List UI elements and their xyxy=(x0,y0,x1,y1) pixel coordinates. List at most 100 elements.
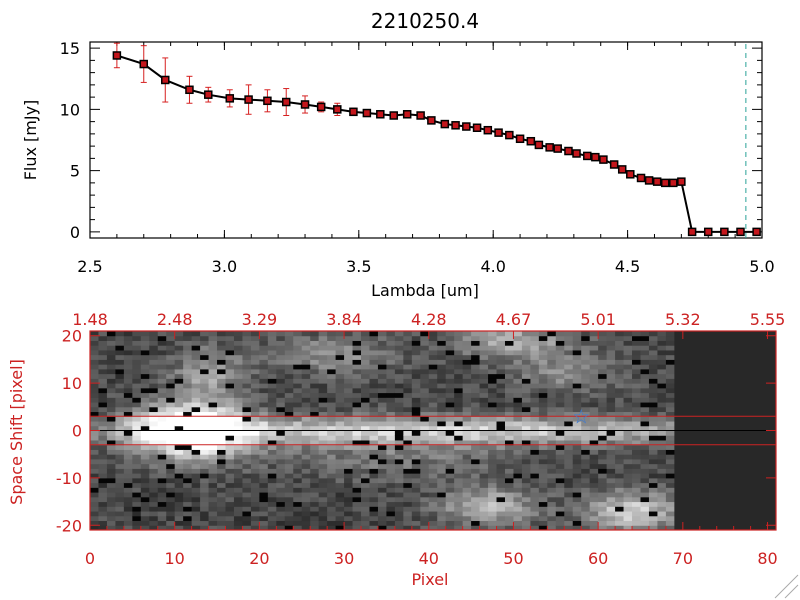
image-pixel xyxy=(572,506,582,512)
image-pixel xyxy=(606,421,616,427)
spectrum-y-tick-label: 15 xyxy=(60,39,80,58)
image-pixel xyxy=(293,511,303,517)
image-pixel xyxy=(293,364,303,370)
image-pixel xyxy=(504,340,514,346)
image-pixel xyxy=(420,373,430,379)
image-pixel xyxy=(310,364,320,370)
image-pixel xyxy=(123,501,133,507)
image-pixel xyxy=(488,525,498,531)
image-pixel xyxy=(149,492,159,498)
image-pixel xyxy=(361,411,370,417)
image-pixel xyxy=(504,454,514,460)
image-pixel xyxy=(547,383,557,389)
spectrum-data-point xyxy=(660,178,670,188)
image-pixel xyxy=(293,439,303,446)
image-pixel xyxy=(200,511,210,517)
image-pixel xyxy=(648,425,658,431)
image-pixel xyxy=(521,520,531,526)
image-pixel xyxy=(632,477,641,484)
image-pixel xyxy=(420,425,430,431)
image-pixel xyxy=(420,359,430,365)
image-pixel xyxy=(606,331,616,337)
image-pixel xyxy=(250,425,260,431)
image-pixel xyxy=(411,525,421,531)
image-pixel xyxy=(513,354,523,360)
image-pixel xyxy=(225,411,235,417)
image-pixel xyxy=(564,402,574,408)
image-pixel xyxy=(530,511,540,517)
image-pixel xyxy=(233,492,243,498)
image-pixel xyxy=(335,458,345,465)
image-pixel xyxy=(513,496,523,503)
image-pixel xyxy=(259,411,269,417)
image-pixel xyxy=(157,435,167,441)
image-pixel xyxy=(140,487,150,493)
image-pixel xyxy=(581,482,591,488)
image-pixel xyxy=(242,416,252,422)
image-pixel xyxy=(513,340,523,346)
image-pixel xyxy=(623,421,633,427)
image-pixel xyxy=(572,492,582,498)
image-pixel xyxy=(98,506,108,512)
image-pixel xyxy=(648,359,658,365)
image-pixel xyxy=(225,421,235,427)
image-pixel xyxy=(293,458,303,465)
image-pixel xyxy=(90,387,99,394)
image-pixel xyxy=(471,515,481,522)
image-pixel xyxy=(615,397,625,403)
image-pixel xyxy=(335,383,345,389)
image-pixel xyxy=(504,525,514,531)
image-pixel xyxy=(267,501,277,507)
image-pixel xyxy=(183,406,193,413)
image-pixel xyxy=(513,444,523,450)
image-pixel xyxy=(496,402,506,408)
image-pixel xyxy=(504,468,514,474)
image-pixel xyxy=(386,406,396,413)
image-pixel xyxy=(437,525,447,531)
image-pixel xyxy=(394,454,404,460)
image-pixel xyxy=(377,515,387,522)
image-pixel xyxy=(276,378,286,384)
image-pixel xyxy=(462,425,472,431)
image-pixel xyxy=(352,359,362,365)
image-pixel xyxy=(157,496,167,503)
image-pixel xyxy=(471,392,481,398)
image-pixel xyxy=(242,387,252,394)
image-pixel xyxy=(547,345,557,351)
image-pixel xyxy=(555,421,565,427)
image-pixel xyxy=(174,402,184,408)
image-pixel xyxy=(504,421,514,427)
image-pixel xyxy=(361,378,370,384)
image-pixel xyxy=(598,439,608,446)
image-pixel xyxy=(445,421,455,427)
image-pixel xyxy=(428,359,438,365)
image-pixel xyxy=(98,487,108,493)
image-pixel xyxy=(377,492,387,498)
image-pixel xyxy=(411,364,421,370)
image-pixel xyxy=(259,392,269,398)
image-pixel xyxy=(377,468,387,474)
image-pixel xyxy=(301,345,311,351)
image-pixel xyxy=(555,392,565,398)
spectrum-x-ticks: 2.5 3.0 3.5 4.0 4.5 5.0 xyxy=(77,42,775,276)
image-pixel xyxy=(555,373,565,379)
image-pixel xyxy=(530,383,540,389)
image-pixel xyxy=(293,373,303,379)
image-pixel xyxy=(377,387,387,394)
image-pixel xyxy=(538,454,548,460)
image-pixel xyxy=(521,444,531,450)
image-pixel xyxy=(310,335,320,341)
image-pixel xyxy=(572,373,582,379)
image-pixel xyxy=(606,492,616,498)
image-pixel xyxy=(504,402,514,408)
image-pixel xyxy=(479,402,489,408)
image-pixel xyxy=(149,468,159,474)
image-pixel xyxy=(90,506,99,512)
image-pixel xyxy=(411,482,421,488)
image-pixel xyxy=(335,364,345,370)
image-pixel xyxy=(377,406,387,413)
image-pixel xyxy=(233,482,243,488)
image-pixel xyxy=(428,454,438,460)
image-pixel xyxy=(293,477,303,484)
image-pixel xyxy=(140,340,150,346)
